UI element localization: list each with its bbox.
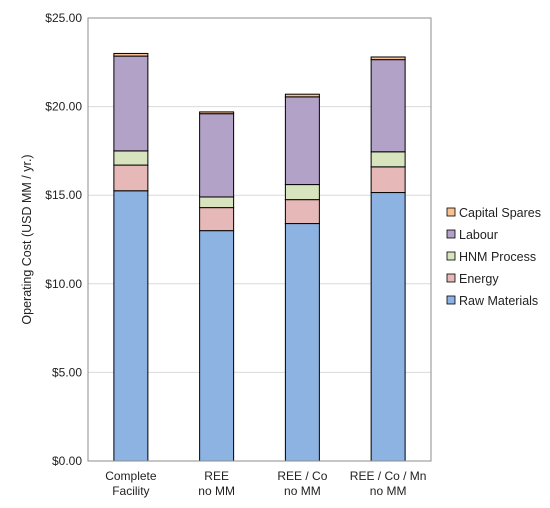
bar-segment	[370, 192, 406, 462]
legend-swatch	[446, 273, 456, 283]
y-tick-label: $10.00	[45, 277, 82, 291]
bar-segment	[199, 207, 235, 232]
bar-segment	[113, 52, 149, 57]
x-category-label: Facility	[112, 484, 149, 498]
legend-label: HNM Process	[459, 250, 536, 264]
bar-segment	[113, 150, 149, 166]
y-tick-label: $5.00	[52, 365, 82, 379]
bar-segment	[199, 196, 235, 209]
x-category-label: no MM	[370, 484, 407, 498]
x-category-label: no MM	[284, 484, 321, 498]
bar-segment	[284, 184, 320, 201]
legend-label: Capital Spares	[459, 206, 541, 220]
legend-label: Raw Materials	[459, 294, 538, 308]
y-tick-label: $15.00	[45, 188, 82, 202]
bars	[113, 52, 406, 462]
legend-swatch	[446, 207, 456, 217]
x-category-label: REE / Co	[277, 469, 327, 483]
y-axis-label: Operating Cost (USD MM / yr.)	[20, 154, 34, 324]
y-tick-label: $20.00	[45, 100, 82, 114]
bar-segment	[284, 96, 320, 186]
x-category-label: REE	[204, 469, 229, 483]
plot-frame	[87, 17, 432, 462]
bar-segment	[199, 230, 235, 462]
legend-swatch	[446, 295, 456, 305]
y-tick-labels: $0.00 $5.00 $10.00 $15.00 $20.00 $25.00	[45, 11, 82, 468]
bar-segment	[370, 151, 406, 168]
x-category-label: REE / Co / Mn	[350, 469, 427, 483]
x-category-label: no MM	[198, 484, 235, 498]
bar-segment	[199, 113, 235, 198]
legend-label: Energy	[459, 272, 499, 286]
bar-segment	[113, 55, 149, 152]
legend: Capital Spares Labour HNM Process Energy Raw…	[446, 206, 541, 308]
y-tick-label: $0.00	[52, 454, 82, 468]
legend-swatch	[446, 229, 456, 239]
bar-segment	[284, 199, 320, 225]
bar-segment	[284, 93, 320, 98]
bar-segment	[199, 111, 235, 115]
axes	[87, 17, 432, 462]
legend-label: Labour	[459, 228, 498, 242]
bar-segment	[370, 59, 406, 153]
y-tick-label: $25.00	[45, 11, 82, 25]
x-category-label: Complete	[105, 469, 157, 483]
bar-segment	[113, 190, 149, 462]
bar-segment	[370, 56, 406, 61]
legend-swatch	[446, 251, 456, 261]
bar-segment	[284, 223, 320, 462]
bar-segment	[113, 164, 149, 192]
bar-segment	[370, 166, 406, 194]
